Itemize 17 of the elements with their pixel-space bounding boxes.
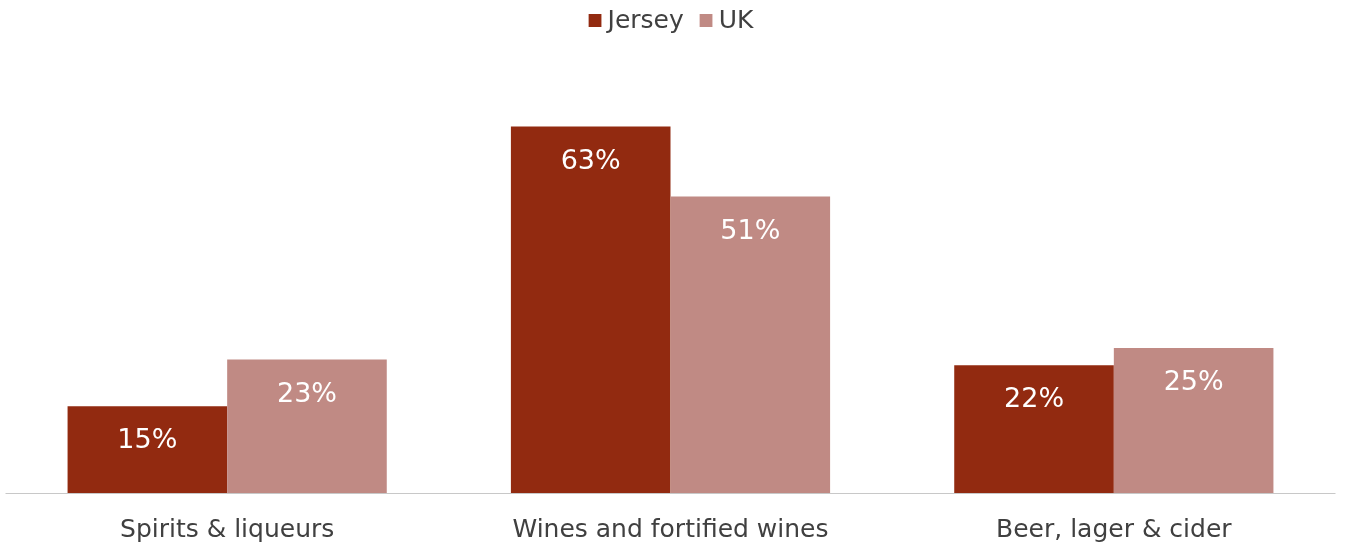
x-tick-label: Beer, lager & cider [996, 513, 1233, 543]
legend-label: Jersey [607, 5, 684, 34]
bar [227, 359, 387, 494]
bar [670, 196, 831, 494]
data-label: 22% [1004, 382, 1065, 414]
data-label: 63% [560, 143, 621, 175]
x-tick-label: Wines and fortified wines [512, 513, 829, 543]
x-tick-label: Spirits & liqueurs [120, 513, 335, 543]
data-label: 51% [720, 213, 781, 245]
data-label: 23% [276, 376, 337, 408]
bar [510, 126, 671, 494]
bar [954, 365, 1114, 494]
legend-label: UK [718, 5, 754, 34]
bar [67, 406, 228, 494]
data-label: 25% [1163, 364, 1224, 396]
data-label: 15% [117, 423, 178, 455]
bar [1113, 347, 1274, 494]
